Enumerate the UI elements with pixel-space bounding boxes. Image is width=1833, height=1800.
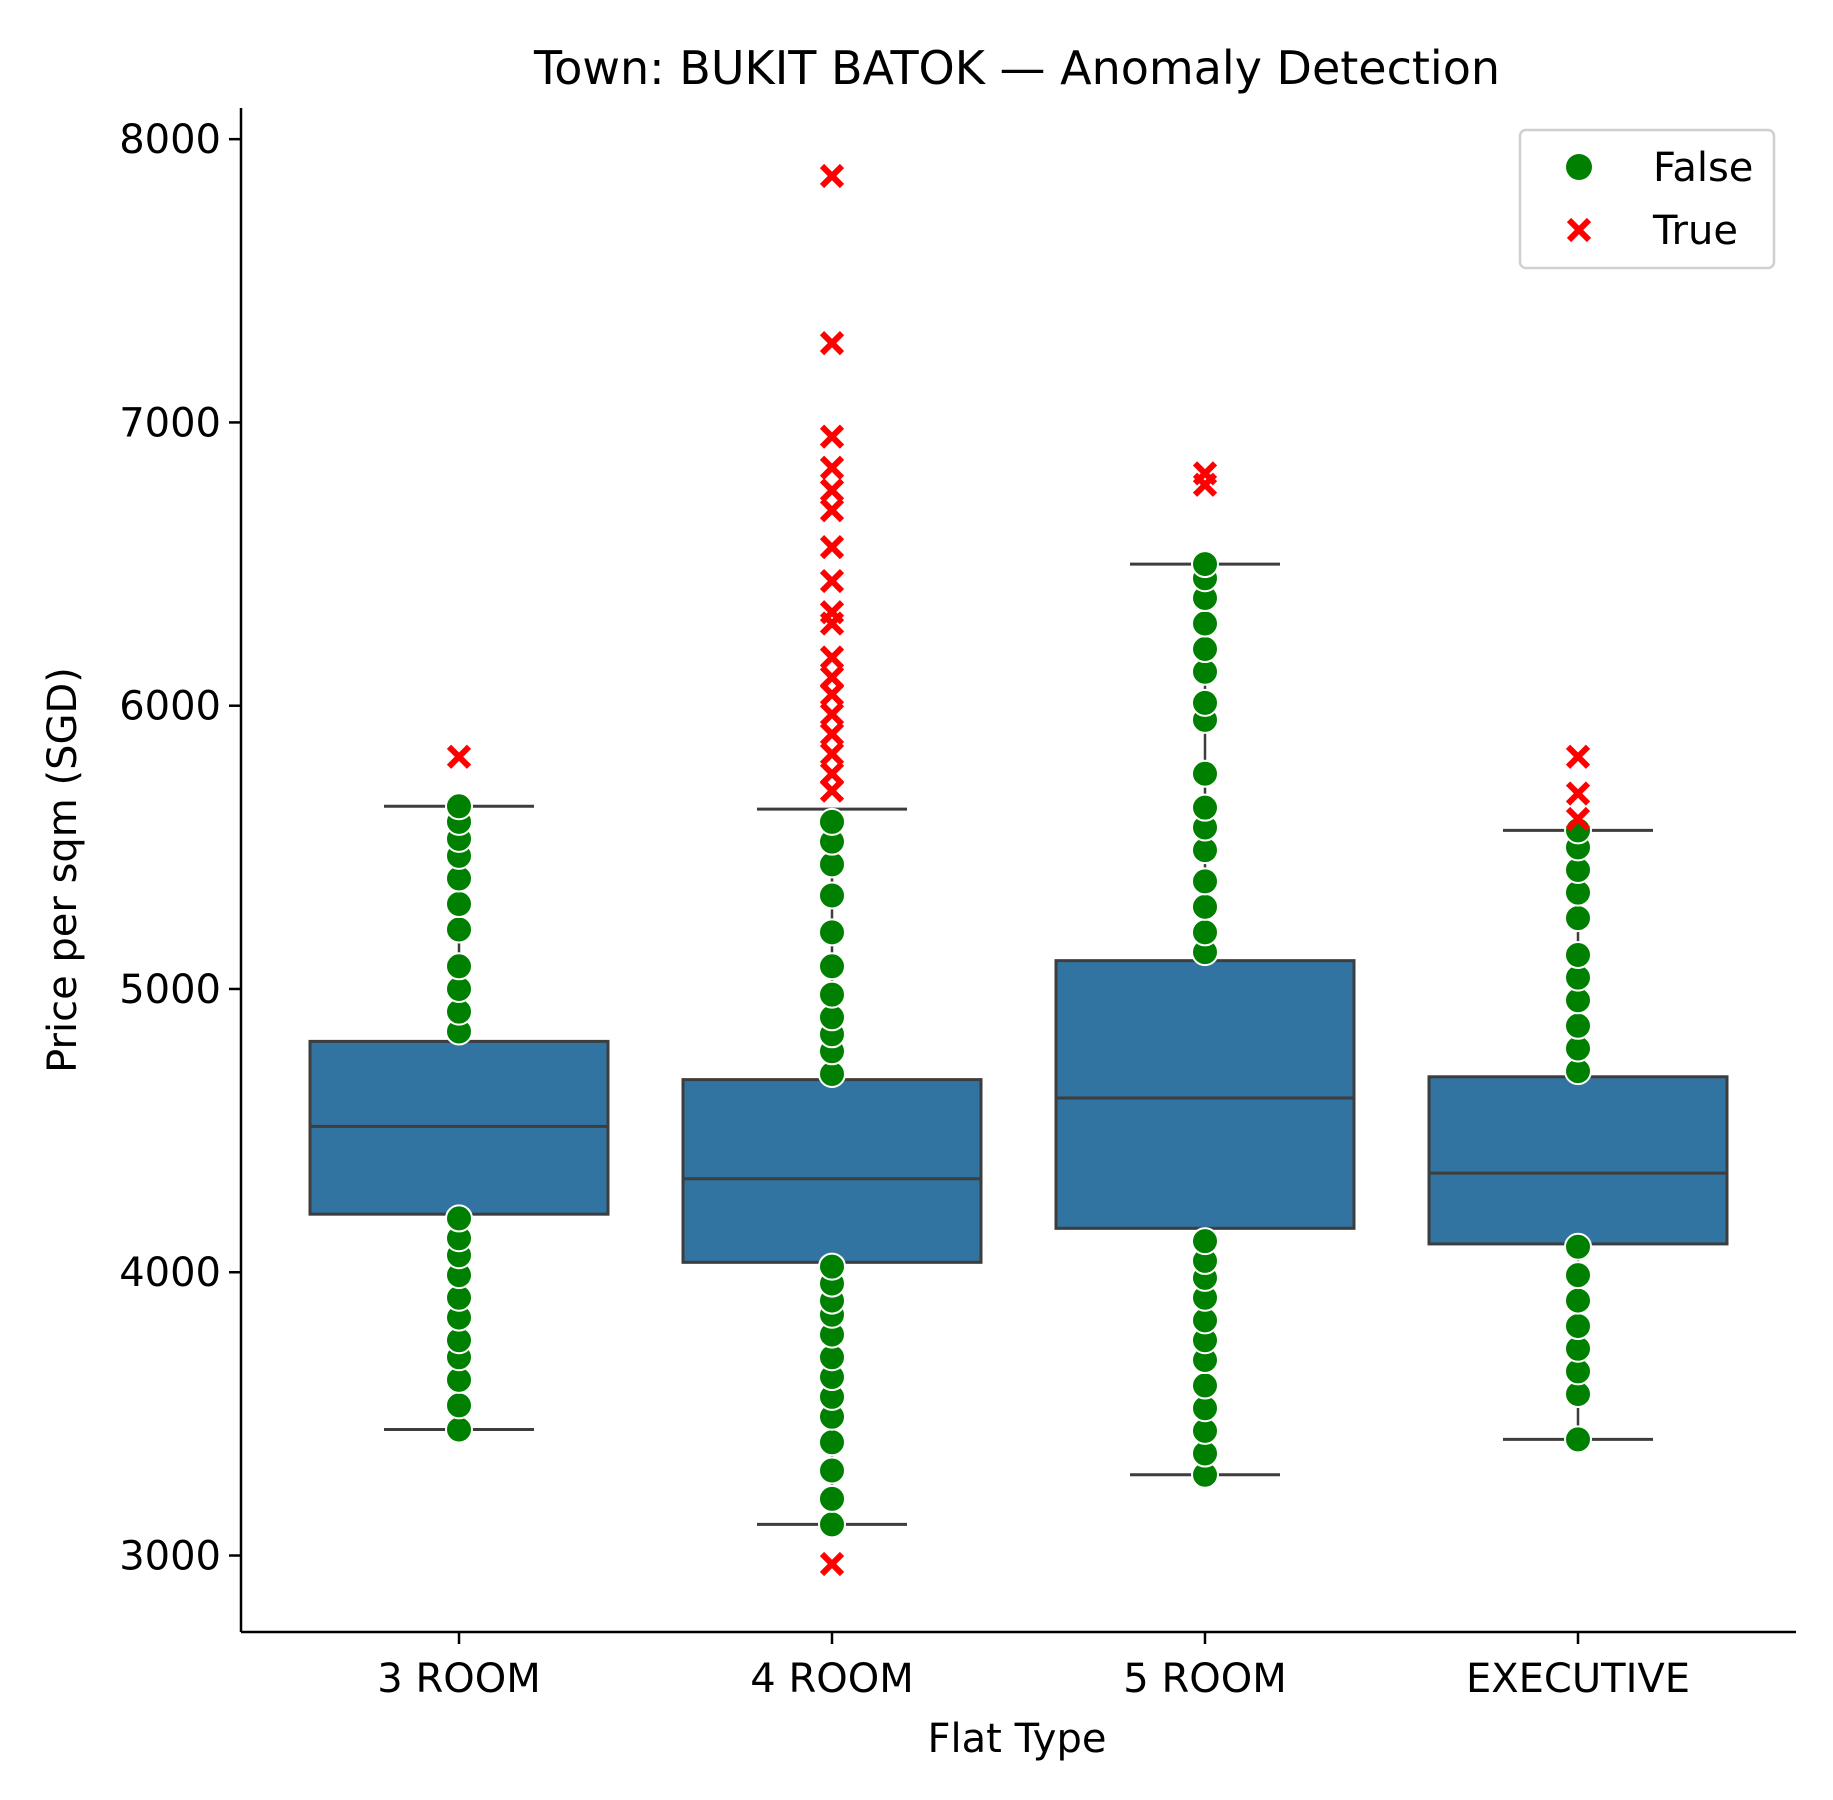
anomaly-point xyxy=(1565,744,1591,769)
normal-point xyxy=(445,1391,473,1420)
anomaly-point xyxy=(819,455,845,480)
normal-point xyxy=(1191,550,1219,579)
anomaly-point xyxy=(819,163,845,189)
normal-point xyxy=(1191,609,1219,638)
normal-point xyxy=(818,1428,846,1457)
anomaly-point xyxy=(1192,461,1218,486)
anomaly-point xyxy=(819,721,845,747)
normal-point xyxy=(818,1484,846,1513)
iqr-box xyxy=(1054,959,1356,1230)
anomaly-point xyxy=(819,478,845,503)
anomaly-point xyxy=(819,600,845,625)
anomaly-point xyxy=(819,534,845,560)
plot-area xyxy=(308,163,1729,1577)
y-tick-label: 5000 xyxy=(119,967,221,1013)
y-tick-label: 7000 xyxy=(119,400,221,446)
legend-false-marker xyxy=(1566,154,1592,180)
legend-false-label: False xyxy=(1653,145,1753,191)
chart-title: Town: BUKIT BATOK — Anomaly Detection xyxy=(533,41,1500,95)
anomaly-point xyxy=(819,741,845,766)
normal-point xyxy=(445,952,473,981)
normal-point xyxy=(1191,635,1219,664)
normal-point xyxy=(445,1204,473,1233)
anomaly-point xyxy=(819,702,845,727)
normal-point xyxy=(1564,1425,1592,1454)
normal-point xyxy=(1191,759,1219,788)
x-tick-label: 4 ROOM xyxy=(750,1656,913,1702)
anomaly-point xyxy=(819,761,845,786)
normal-point xyxy=(445,915,473,944)
normal-point xyxy=(1564,1261,1592,1290)
iqr-box xyxy=(1427,1075,1729,1246)
y-axis-label: Price per sqm (SGD) xyxy=(40,667,86,1073)
y-axis-ticks: 3000 4000 5000 6000 7000 8000 xyxy=(119,117,241,1580)
legend-true-marker xyxy=(1566,217,1592,243)
normal-point xyxy=(445,792,473,821)
x-axis-ticks: 3 ROOM 4 ROOM 5 ROOM EXECUTIVE xyxy=(377,1632,1690,1702)
normal-point xyxy=(1564,904,1592,933)
y-tick-label: 3000 xyxy=(119,1534,221,1580)
y-tick-label: 6000 xyxy=(119,684,221,730)
anomaly-point xyxy=(819,1551,845,1577)
normal-point xyxy=(445,1415,473,1444)
anomaly-point xyxy=(1565,781,1591,806)
x-axis-label: Flat Type xyxy=(928,1716,1107,1762)
x-tick-label: 3 ROOM xyxy=(377,1656,540,1702)
series-false xyxy=(445,550,1592,1539)
y-tick-label: 4000 xyxy=(119,1250,221,1296)
normal-point xyxy=(1564,940,1592,969)
x-tick-label: 5 ROOM xyxy=(1123,1656,1286,1702)
normal-point xyxy=(1564,1312,1592,1341)
anomaly-point xyxy=(819,568,845,594)
legend-true-label: True xyxy=(1652,208,1738,254)
normal-point xyxy=(1564,1011,1592,1040)
normal-point xyxy=(1564,1286,1592,1315)
anomaly-point xyxy=(819,498,845,523)
normal-point xyxy=(1191,867,1219,896)
normal-point xyxy=(818,1510,846,1539)
legend: False True xyxy=(1518,128,1776,270)
anomaly-point xyxy=(1565,806,1591,832)
anomaly-point xyxy=(819,424,845,449)
anomaly-point xyxy=(819,645,845,670)
anomaly-point xyxy=(819,665,845,690)
normal-point xyxy=(818,881,846,910)
y-tick-label: 8000 xyxy=(119,117,221,163)
normal-point xyxy=(818,980,846,1009)
iqr-box xyxy=(681,1078,983,1264)
series-true xyxy=(446,163,1591,1577)
normal-point xyxy=(1191,793,1219,822)
box-3-room xyxy=(308,804,610,1431)
normal-point xyxy=(1191,918,1219,947)
box-5-room xyxy=(1054,562,1356,1477)
anomaly-point xyxy=(446,744,472,769)
normal-point xyxy=(818,1252,846,1281)
normal-point xyxy=(1191,892,1219,921)
normal-point xyxy=(818,918,846,947)
normal-point xyxy=(818,807,846,836)
x-tick-label: EXECUTIVE xyxy=(1466,1656,1690,1702)
normal-point xyxy=(445,889,473,918)
normal-point xyxy=(1564,1232,1592,1261)
normal-point xyxy=(1191,1227,1219,1256)
anomaly-point xyxy=(819,330,845,356)
normal-point xyxy=(818,952,846,981)
normal-point xyxy=(818,1456,846,1485)
normal-point xyxy=(1191,688,1219,717)
normal-point xyxy=(1191,1371,1219,1400)
